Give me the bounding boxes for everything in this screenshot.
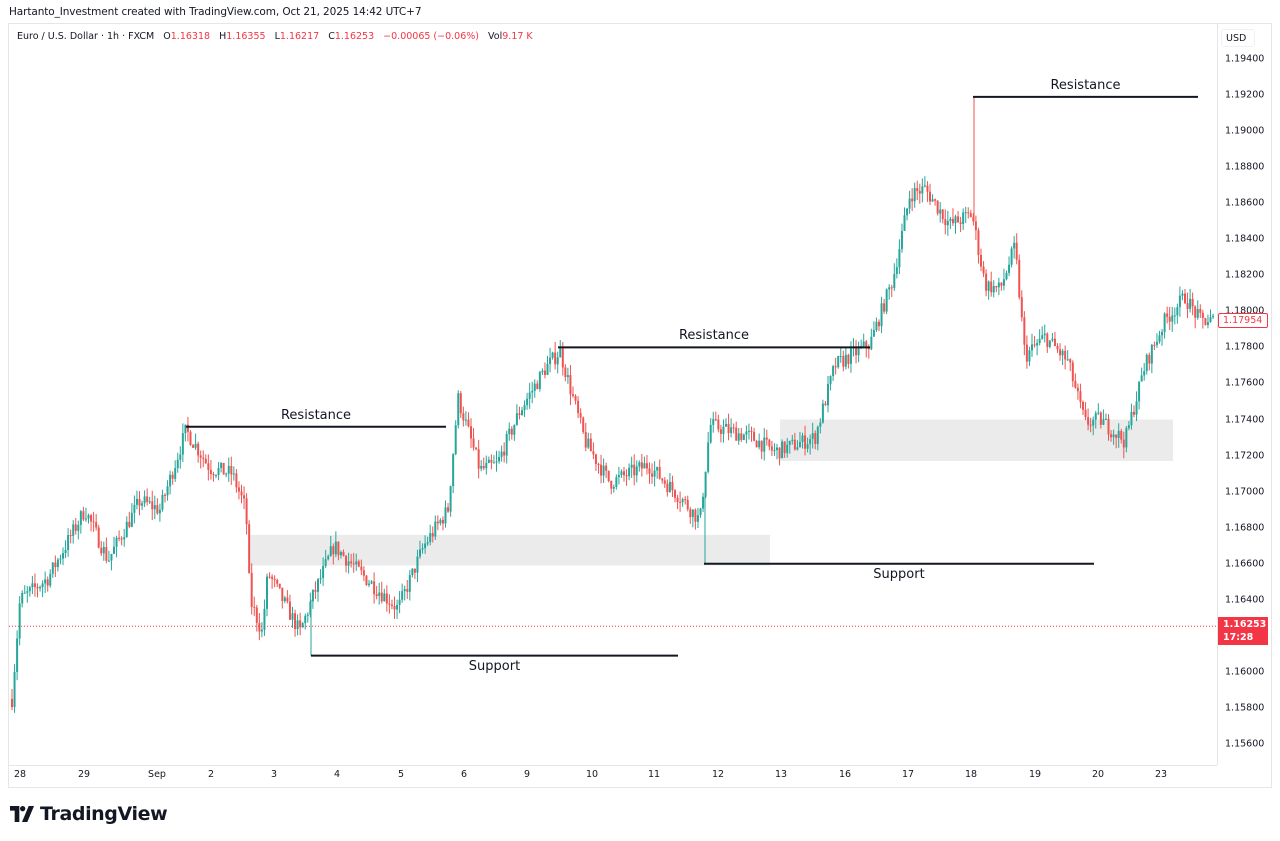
time-tick: Sep xyxy=(148,769,166,780)
current-price: 1.16253 xyxy=(1223,619,1267,630)
volume-label: Vol xyxy=(488,31,503,42)
price-tick: 1.18000 xyxy=(1225,305,1265,317)
change-value: −0.00065 (−0.06%) xyxy=(383,31,479,42)
price-axis[interactable] xyxy=(1217,24,1272,765)
resistance-label: Resistance xyxy=(1050,77,1121,93)
sr-zone xyxy=(249,534,770,566)
tradingview-logo-icon xyxy=(10,806,34,822)
time-tick: 29 xyxy=(77,769,91,780)
price-tick: 1.17200 xyxy=(1225,450,1265,462)
price-tick: 1.15800 xyxy=(1225,702,1265,714)
currency-label[interactable]: USD xyxy=(1221,29,1255,47)
price-tick: 1.16000 xyxy=(1225,666,1265,678)
time-tick: 2 xyxy=(207,769,215,780)
time-tick: 4 xyxy=(333,769,341,780)
resistance-label: Resistance xyxy=(280,407,352,423)
time-tick: 16 xyxy=(838,769,852,780)
last-price-marker: 1.17954 xyxy=(1218,313,1268,328)
chart-frame xyxy=(8,23,1272,788)
tradingview-brand: TradingView xyxy=(10,803,168,825)
open-value: 1.16318 xyxy=(170,31,211,42)
close-value: 1.16253 xyxy=(334,31,375,42)
close-label: C xyxy=(328,31,335,42)
time-tick: 28 xyxy=(13,769,27,780)
low-label: L xyxy=(274,31,280,42)
price-tick: 1.17400 xyxy=(1225,414,1265,425)
price-tick: 1.18200 xyxy=(1225,269,1265,281)
time-tick: 20 xyxy=(1091,769,1105,780)
price-tick: 1.17000 xyxy=(1225,486,1265,498)
resistance-label: Resistance xyxy=(678,328,750,344)
time-tick: 17 xyxy=(901,769,915,780)
time-tick: 5 xyxy=(397,769,405,780)
price-tick: 1.18400 xyxy=(1225,233,1265,245)
price-tick: 1.17800 xyxy=(1225,341,1265,353)
bar-countdown: 17:28 xyxy=(1223,632,1254,643)
price-tick: 1.18800 xyxy=(1225,161,1265,173)
high-label: H xyxy=(219,31,227,42)
price-tick: 1.19400 xyxy=(1225,53,1265,65)
time-axis[interactable] xyxy=(9,765,1217,788)
time-tick: 6 xyxy=(460,769,468,780)
low-value: 1.16217 xyxy=(279,31,320,42)
price-tick: 1.19000 xyxy=(1225,125,1265,137)
time-tick: 12 xyxy=(711,769,725,780)
time-tick: 10 xyxy=(585,769,599,780)
price-tick: 1.18600 xyxy=(1225,197,1265,209)
time-tick: 13 xyxy=(774,769,788,780)
time-tick: 18 xyxy=(964,769,978,780)
support-label: Support xyxy=(873,566,925,582)
price-tick: 1.17600 xyxy=(1225,377,1265,389)
time-tick: 11 xyxy=(647,769,661,780)
chart-credit: Hartanto_Investment created with Trading… xyxy=(9,6,422,18)
open-label: O xyxy=(163,31,171,42)
symbol-legend: Euro / U.S. Dollar · 1h · FXCM O1.16318 … xyxy=(17,31,533,42)
price-tick: 1.19200 xyxy=(1225,89,1265,101)
time-tick: 23 xyxy=(1154,769,1168,780)
price-tick: 1.16400 xyxy=(1225,594,1265,606)
candlestick-chart[interactable] xyxy=(0,0,1217,765)
price-tick: 1.15600 xyxy=(1225,738,1265,750)
time-tick: 3 xyxy=(270,769,278,780)
price-tick: 1.16800 xyxy=(1225,522,1265,534)
time-tick: 9 xyxy=(523,769,531,780)
support-label: Support xyxy=(468,658,521,674)
high-value: 1.16355 xyxy=(226,31,266,42)
symbol-title[interactable]: Euro / U.S. Dollar · 1h · FXCM xyxy=(17,31,155,42)
current-price-label: 1.16253 17:28 xyxy=(1218,617,1268,645)
brand-name: TradingView xyxy=(40,803,168,825)
volume-value: 9.17 K xyxy=(502,31,533,42)
price-tick: 1.16600 xyxy=(1225,558,1265,570)
time-tick: 19 xyxy=(1028,769,1042,780)
